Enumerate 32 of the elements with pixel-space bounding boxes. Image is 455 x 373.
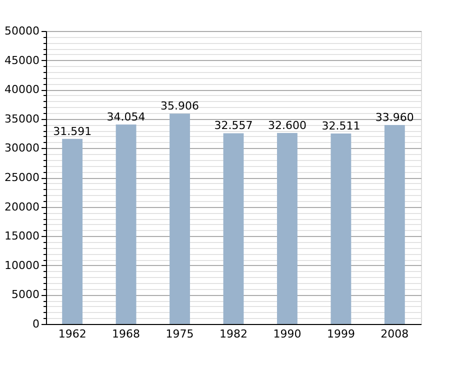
bar	[277, 132, 298, 324]
y-tick-label: 30000	[4, 142, 40, 155]
y-tick-label: 20000	[4, 200, 40, 214]
y-tick-label: 45000	[4, 54, 40, 67]
y-tick-label: 5000	[12, 288, 40, 302]
data-label: 31.591	[53, 124, 92, 138]
bar	[62, 138, 83, 324]
bar	[116, 124, 136, 324]
x-tick-label: 1968	[112, 328, 140, 340]
data-label: 34.054	[106, 110, 146, 124]
bar	[330, 133, 352, 324]
x-tick-label: 1999	[326, 328, 355, 340]
data-label: 32.600	[268, 118, 306, 132]
x-tick-label: 1990	[273, 328, 302, 340]
x-tick-label: 1975	[166, 328, 194, 340]
data-label: 33.960	[375, 110, 414, 124]
y-tick-label: 50000	[4, 24, 40, 38]
data-label: 32.557	[214, 119, 253, 132]
y-tick-label: 35000	[4, 112, 40, 126]
bar	[170, 114, 190, 324]
bar	[384, 124, 405, 324]
x-tick-label: 2008	[380, 328, 409, 340]
data-label: 35.906	[160, 100, 200, 113]
x-tick-label: 1962	[58, 328, 86, 340]
y-tick-label: 0	[32, 318, 40, 330]
data-label: 32.511	[322, 119, 360, 132]
y-tick-label: 25000	[4, 171, 40, 184]
bar	[223, 133, 244, 324]
y-tick-label: 10000	[4, 258, 40, 272]
y-tick-label: 15000	[4, 230, 40, 243]
y-tick-label: 40000	[4, 83, 40, 96]
x-tick-label: 1982	[220, 328, 248, 340]
